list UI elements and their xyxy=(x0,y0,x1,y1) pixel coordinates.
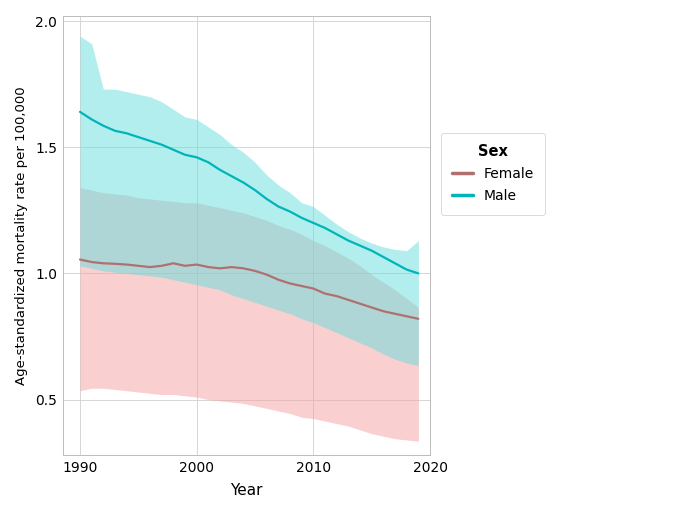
X-axis label: Year: Year xyxy=(230,483,262,498)
Y-axis label: Age-standardized mortality rate per 100,000: Age-standardized mortality rate per 100,… xyxy=(15,86,28,385)
Legend: Female, Male: Female, Male xyxy=(440,133,545,214)
